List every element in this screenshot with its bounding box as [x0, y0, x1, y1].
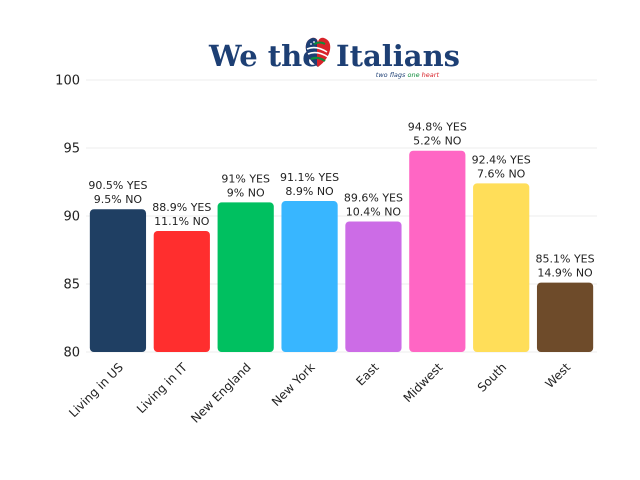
data-label-yes: 91.1% YES	[280, 171, 339, 184]
x-tick-label: Living in IT	[134, 360, 190, 416]
logo-brand-left: We the	[208, 39, 321, 73]
x-tick-label: West	[542, 360, 573, 391]
y-tick-label: 95	[63, 142, 80, 157]
data-label-no: 9% NO	[227, 186, 265, 199]
bar	[536, 282, 594, 352]
data-label-yes: 94.8% YES	[408, 121, 467, 134]
data-label-no: 9.5% NO	[94, 193, 143, 206]
bars	[89, 150, 594, 352]
bar	[217, 202, 274, 352]
data-label-no: 14.9% NO	[537, 267, 593, 280]
y-tick-label: 85	[63, 278, 80, 293]
bar	[153, 230, 210, 352]
x-tick-label: South	[475, 360, 510, 395]
data-label-yes: 91% YES	[221, 172, 270, 185]
x-tick-label: New York	[269, 360, 318, 409]
data-label-no: 7.6% NO	[477, 167, 526, 180]
bar	[473, 183, 530, 352]
tagline-prefix: two flags	[376, 71, 406, 79]
data-label-no: 11.1% NO	[154, 215, 210, 228]
data-label-yes: 88.9% YES	[152, 201, 211, 214]
data-label-no: 8.9% NO	[285, 185, 334, 198]
data-label-yes: 92.4% YES	[472, 153, 531, 166]
tagline-suffix: heart	[422, 71, 440, 79]
x-tick-label: Living in US	[66, 360, 126, 420]
y-tick-label: 90	[63, 210, 80, 225]
y-tick-label: 80	[63, 346, 80, 361]
y-tick-label: 100	[55, 74, 80, 89]
data-label-yes: 85.1% YES	[536, 253, 595, 266]
flag-heart-icon	[305, 37, 331, 67]
x-tick-label: New England	[188, 360, 254, 426]
x-tick-label: East	[353, 360, 381, 388]
data-label-no: 10.4% NO	[346, 205, 402, 218]
bar	[281, 201, 338, 352]
x-tick-label: Midwest	[401, 360, 446, 405]
logo: We the Italians two flags one heart	[208, 37, 460, 79]
data-label-no: 5.2% NO	[413, 135, 462, 148]
logo-brand-right: Italians	[336, 39, 460, 73]
data-label-yes: 89.6% YES	[344, 191, 403, 204]
tagline-middle: one	[407, 71, 419, 79]
y-axis-ticks: 80 85 90 95 100	[55, 74, 80, 361]
data-label-yes: 90.5% YES	[88, 179, 147, 192]
bar	[409, 150, 466, 352]
logo-tagline: two flags one heart	[376, 71, 440, 79]
bar	[89, 209, 147, 352]
bar	[345, 221, 402, 352]
